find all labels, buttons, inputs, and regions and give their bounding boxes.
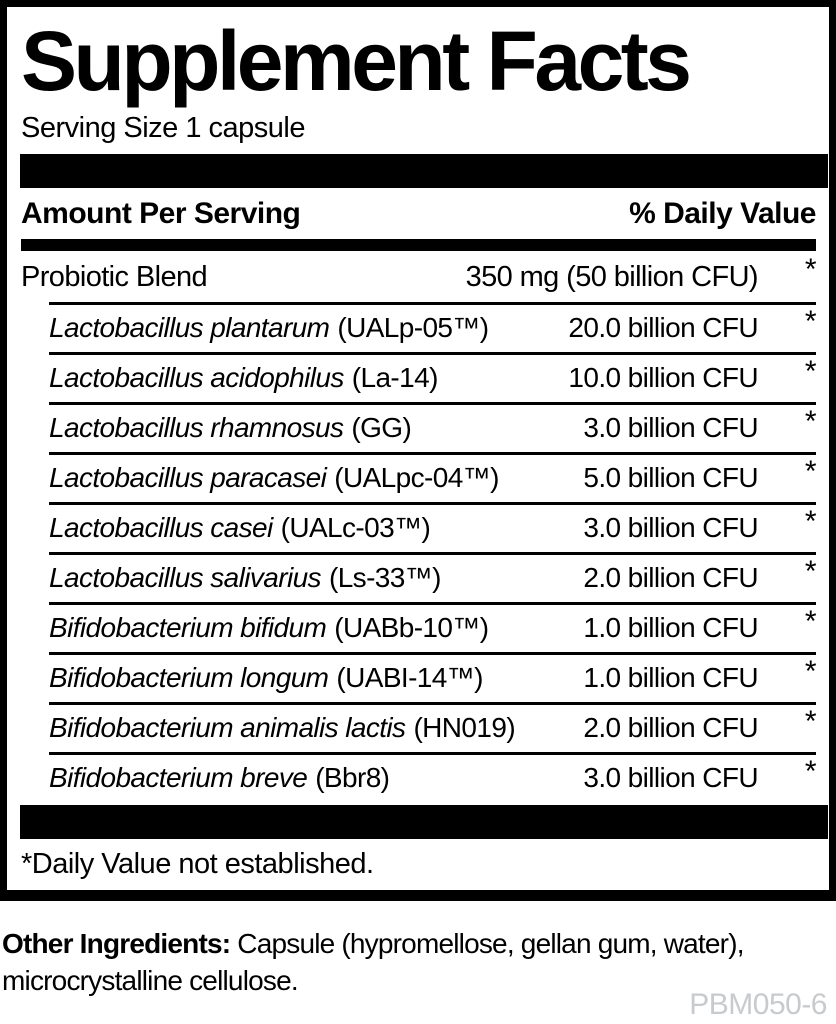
column-header-row: Amount Per Serving % Daily Value	[21, 197, 816, 232]
header-rule	[21, 239, 816, 252]
product-code: PBM050-6	[689, 988, 827, 1021]
strain-code: (UABb-10™)	[334, 612, 489, 644]
strain-amount: 5.0 billion CFU	[583, 462, 758, 494]
strain-species: Bifidobacterium animalis lactis	[49, 712, 406, 744]
strain-amount: 3.0 billion CFU	[583, 512, 758, 544]
strain-daily-value: *	[804, 505, 817, 539]
strain-row: Lactobacillus plantarum (UALp-05™) 20.0 …	[21, 302, 817, 353]
divider-bar-bottom	[20, 805, 828, 840]
strain-daily-value: *	[804, 555, 817, 589]
divider-bar-top	[20, 153, 828, 188]
strain-amount: 2.0 billion CFU	[583, 712, 758, 744]
serving-size: Serving Size 1 capsule	[21, 112, 306, 144]
strain-row: Bifidobacterium bifidum (UABb-10™) 1.0 b…	[21, 602, 817, 653]
strain-amount: 1.0 billion CFU	[583, 612, 758, 644]
other-ingredients-label: Other Ingredients:	[2, 928, 231, 959]
blend-row: Probiotic Blend 350 mg (50 billion CFU) …	[21, 251, 817, 303]
strain-species: Lactobacillus salivarius	[49, 562, 322, 594]
amount-per-serving-label: Amount Per Serving	[21, 196, 301, 230]
strain-amount: 10.0 billion CFU	[568, 362, 758, 394]
blend-amount: 350 mg (50 billion CFU)	[465, 260, 759, 293]
strain-amount: 3.0 billion CFU	[583, 762, 758, 794]
panel-title: Supplement Facts	[21, 14, 692, 108]
strain-species: Lactobacillus paracasei	[49, 462, 327, 494]
strain-row: Lactobacillus acidophilus (La-14) 10.0 b…	[21, 352, 817, 403]
strain-code: (Ls-33™)	[328, 562, 441, 594]
strain-row: Bifidobacterium longum (UABI-14™) 1.0 bi…	[21, 652, 817, 703]
percent-daily-value-label: % Daily Value	[629, 196, 816, 230]
strain-species: Bifidobacterium breve	[49, 762, 308, 794]
strain-amount: 2.0 billion CFU	[583, 562, 758, 594]
strain-code: (La-14)	[351, 362, 439, 394]
strain-amount: 20.0 billion CFU	[568, 312, 758, 344]
blend-name: Probiotic Blend	[21, 260, 208, 293]
strain-species: Bifidobacterium bifidum	[49, 612, 327, 644]
ingredient-rows: Probiotic Blend 350 mg (50 billion CFU) …	[21, 251, 817, 803]
strain-code: (UABI-14™)	[336, 662, 483, 694]
strain-code: (HN019)	[413, 712, 516, 744]
strain-row: Bifidobacterium animalis lactis (HN019) …	[21, 702, 817, 753]
strain-amount: 3.0 billion CFU	[583, 412, 758, 444]
other-ingredients-text: Capsule (hypromellose, gellan gum, water…	[2, 928, 745, 997]
other-ingredients: Other Ingredients: Capsule (hypromellose…	[2, 925, 830, 999]
strain-amount: 1.0 billion CFU	[583, 662, 758, 694]
strain-row: Lactobacillus paracasei (UALpc-04™) 5.0 …	[21, 452, 817, 503]
supplement-facts-panel: Supplement Facts Serving Size 1 capsule …	[0, 0, 836, 902]
strain-code: (UALpc-04™)	[334, 462, 499, 494]
strain-species: Bifidobacterium longum	[49, 662, 329, 694]
strain-row: Bifidobacterium breve (Bbr8) 3.0 billion…	[21, 752, 817, 803]
strain-daily-value: *	[804, 355, 817, 389]
strain-code: (UALc-03™)	[280, 512, 431, 544]
strain-daily-value: *	[804, 705, 817, 739]
strain-daily-value: *	[804, 605, 817, 639]
strain-species: Lactobacillus acidophilus	[49, 362, 344, 394]
strain-species: Lactobacillus rhamnosus	[49, 412, 344, 444]
strain-daily-value: *	[804, 405, 817, 439]
strain-row: Lactobacillus casei (UALc-03™) 3.0 billi…	[21, 502, 817, 553]
blend-daily-value: *	[804, 253, 817, 287]
strain-code: (GG)	[351, 412, 412, 444]
strain-daily-value: *	[804, 655, 817, 689]
strain-daily-value: *	[804, 455, 817, 489]
strain-code: (Bbr8)	[315, 762, 390, 794]
strain-row: Lactobacillus rhamnosus (GG) 3.0 billion…	[21, 402, 817, 453]
strain-row: Lactobacillus salivarius (Ls-33™) 2.0 bi…	[21, 552, 817, 603]
daily-value-footnote: *Daily Value not established.	[21, 848, 374, 881]
strain-species: Lactobacillus plantarum	[49, 312, 330, 344]
strain-daily-value: *	[804, 305, 817, 339]
strain-species: Lactobacillus casei	[49, 512, 273, 544]
strain-code: (UALp-05™)	[337, 312, 489, 344]
strain-daily-value: *	[804, 755, 817, 789]
